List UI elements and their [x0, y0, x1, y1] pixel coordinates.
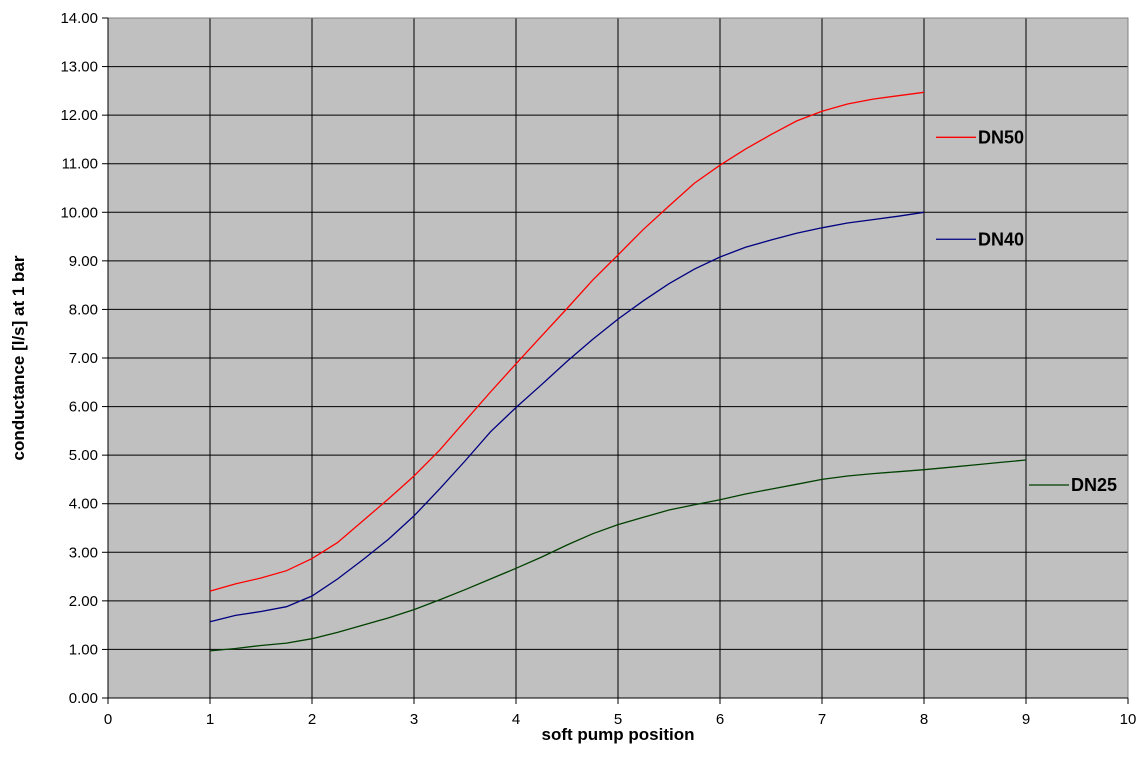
legend: DN50 DN40 DN25 [936, 127, 1117, 495]
y-ticks: 0.00 1.00 2.00 3.00 4.00 5.00 6.00 7.00 8.00 9.00… [60, 10, 108, 707]
x-tick-label: 2 [308, 711, 316, 728]
y-tick-label: 13.00 [60, 59, 98, 76]
x-tick-label: 9 [1022, 711, 1030, 728]
y-tick-label: 14.00 [60, 10, 98, 27]
x-tick-label: 0 [104, 711, 112, 728]
x-tick-label: 5 [614, 711, 622, 728]
y-tick-label: 3.00 [69, 544, 98, 561]
y-tick-label: 0.00 [69, 690, 98, 707]
y-tick-label: 2.00 [69, 593, 98, 610]
x-tick-label: 6 [716, 711, 724, 728]
y-tick-label: 12.00 [60, 107, 98, 124]
x-tick-label: 8 [920, 711, 928, 728]
y-tick-label: 6.00 [69, 399, 98, 416]
legend-label-dn50: DN50 [978, 127, 1024, 147]
x-ticks: 0 1 2 3 4 5 6 7 8 9 10 [104, 698, 1137, 728]
y-tick-label: 10.00 [60, 204, 98, 221]
x-tick-label: 10 [1120, 711, 1137, 728]
y-tick-label: 1.00 [69, 641, 98, 658]
y-tick-label: 8.00 [69, 301, 98, 318]
legend-label-dn25: DN25 [1071, 475, 1117, 495]
y-tick-label: 5.00 [69, 447, 98, 464]
x-tick-label: 1 [206, 711, 214, 728]
y-tick-label: 9.00 [69, 253, 98, 270]
y-tick-label: 4.00 [69, 496, 98, 513]
x-tick-label: 4 [512, 711, 520, 728]
x-tick-label: 3 [410, 711, 418, 728]
y-axis-title: conductance [l/s] at 1 bar [9, 255, 28, 460]
x-tick-label: 7 [818, 711, 826, 728]
x-axis-title: soft pump position [542, 725, 695, 744]
legend-label-dn40: DN40 [978, 229, 1024, 249]
series-line-dn25 [209, 459, 1027, 652]
y-tick-label: 11.00 [62, 156, 98, 173]
series-layer [209, 91, 1027, 652]
series-line-dn50 [209, 91, 925, 592]
y-tick-label: 7.00 [69, 350, 98, 367]
series-line-dn40 [209, 211, 925, 623]
